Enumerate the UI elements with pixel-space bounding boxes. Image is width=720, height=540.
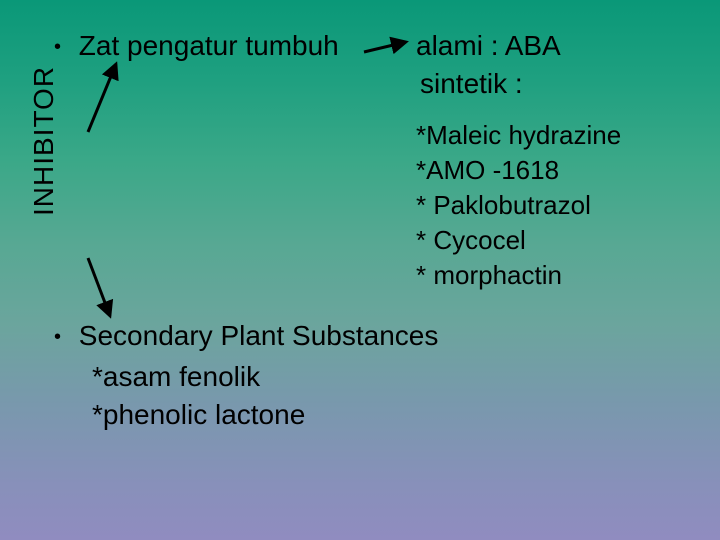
alami-text: alami : ABA [416,30,561,62]
arrow-left-up-icon [80,56,130,140]
bullet-2-text: Secondary Plant Substances [79,320,439,351]
sintetik-text: sintetik : [420,68,523,100]
inhibitor-vertical-label: INHIBITOR [28,66,60,216]
bullet-dot-icon: • [54,326,61,348]
list-item: *Maleic hydrazine [416,118,621,153]
list-item: * morphactin [416,258,621,293]
bullet-secondary-plant: • Secondary Plant Substances [54,320,438,352]
list-item: * Paklobutrazol [416,188,621,223]
list-item: * Cycocel [416,223,621,258]
arrow-left-down-icon [80,252,124,326]
synthetic-list: *Maleic hydrazine *AMO -1618 * Paklobutr… [416,118,621,293]
list-item: *phenolic lactone [92,396,305,434]
arrow-top-icon [360,30,416,60]
bullet-dot-icon: • [54,36,61,58]
inhibitor-text: INHIBITOR [28,66,59,216]
slide: • Zat pengatur tumbuh alami : ABA sintet… [0,0,720,540]
sub-item-list: *asam fenolik *phenolic lactone [92,358,305,434]
list-item: *asam fenolik [92,358,305,396]
list-item: *AMO -1618 [416,153,621,188]
